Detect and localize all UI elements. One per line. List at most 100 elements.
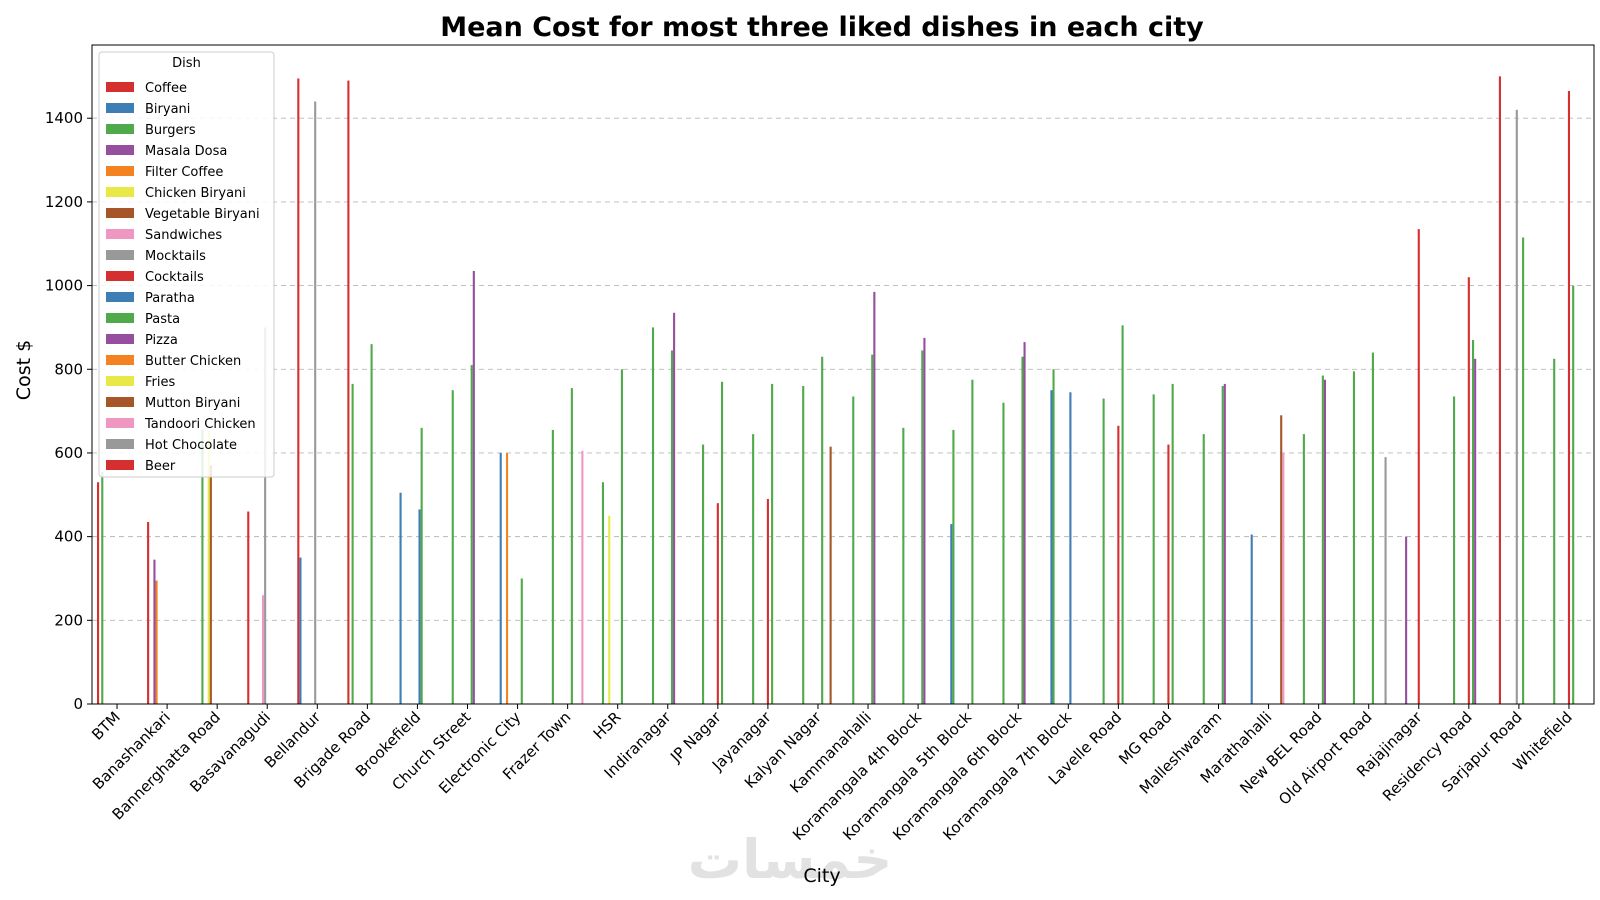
- bar: [608, 515, 611, 704]
- bar: [1223, 383, 1226, 704]
- y-tick-label: 1400: [45, 109, 83, 127]
- bar: [1522, 237, 1525, 704]
- bar: [153, 559, 156, 704]
- legend-swatch: [106, 229, 134, 239]
- legend-swatch: [106, 355, 134, 365]
- legend-swatch: [106, 376, 134, 386]
- bar: [1102, 398, 1105, 704]
- bar: [1472, 339, 1475, 704]
- bar: [601, 482, 604, 704]
- bar: [1467, 277, 1470, 704]
- legend-swatch: [106, 460, 134, 470]
- bar: [581, 450, 584, 704]
- bar: [902, 427, 905, 704]
- legend-label: Cocktails: [145, 270, 204, 285]
- bar: [716, 503, 719, 704]
- x-axis-label: City: [803, 865, 840, 887]
- legend-label: Coffee: [145, 81, 187, 96]
- legend-swatch: [106, 187, 134, 197]
- bar: [1121, 325, 1124, 704]
- legend-box: [98, 51, 275, 478]
- y-tick-label: 200: [54, 611, 83, 629]
- bar: [97, 482, 100, 704]
- y-tick-label: 0: [73, 695, 83, 713]
- bars: [97, 76, 1575, 705]
- bar: [702, 444, 705, 704]
- legend-swatch: [106, 166, 134, 176]
- bar: [499, 452, 502, 704]
- x-tick-label: BTM: [88, 708, 124, 744]
- x-tick-label: Old Airport Road: [1275, 708, 1375, 808]
- legend-label: Hot Chocolate: [145, 438, 237, 453]
- bar: [829, 446, 832, 704]
- legend-swatch: [106, 145, 134, 155]
- bar: [247, 511, 250, 704]
- bar: [1282, 452, 1285, 704]
- watermark: خمسات: [688, 828, 893, 891]
- bar: [1171, 383, 1174, 704]
- bar: [1069, 392, 1072, 704]
- bar: [261, 595, 265, 704]
- bar: [766, 498, 769, 704]
- bar: [1498, 76, 1501, 704]
- legend-label: Paratha: [145, 291, 195, 306]
- y-tick-label: 1000: [45, 277, 83, 295]
- plot-frame: [91, 44, 1595, 705]
- bar: [147, 521, 150, 704]
- y-tick-label: 600: [54, 444, 83, 462]
- x-tick-label: HSR: [590, 708, 625, 743]
- bar: [871, 354, 874, 704]
- bar: [1371, 352, 1374, 704]
- bar: [570, 388, 573, 704]
- bar: [201, 429, 204, 704]
- bar: [1052, 369, 1055, 704]
- bar: [418, 509, 421, 704]
- y-axis-label: Cost $: [13, 340, 35, 400]
- bar: [1352, 371, 1355, 704]
- bar: [399, 492, 402, 704]
- bar: [620, 369, 623, 704]
- bar: [1572, 285, 1575, 704]
- bar: [1553, 358, 1556, 704]
- y-tick-label: 400: [54, 528, 83, 546]
- bar: [470, 365, 473, 704]
- bar: [264, 327, 267, 704]
- bar: [802, 386, 805, 704]
- legend-label: Butter Chicken: [145, 354, 241, 369]
- bar: [1280, 415, 1283, 704]
- bar: [370, 344, 373, 704]
- bar: [921, 350, 924, 704]
- bar: [1152, 394, 1155, 704]
- bar: [971, 379, 974, 704]
- bar: [209, 465, 212, 704]
- bar: [852, 396, 855, 704]
- bar: [155, 580, 158, 704]
- bar: [821, 356, 824, 704]
- bar: [297, 78, 300, 705]
- legend-swatch: [106, 271, 134, 281]
- legend-swatch: [106, 418, 134, 428]
- y-tick-label: 1200: [45, 193, 83, 211]
- bar: [1167, 444, 1170, 704]
- bar: [1323, 379, 1327, 704]
- legend-label: Filter Coffee: [145, 165, 223, 180]
- legend: Dish Coffee Biryani Burgers Masala Dosa Filt…: [98, 51, 275, 478]
- bar: [1453, 396, 1456, 704]
- bar: [420, 427, 423, 704]
- bar: [505, 452, 509, 704]
- chart-title: Mean Cost for most three liked dishes in…: [440, 12, 1204, 43]
- legend-label: Pasta: [145, 312, 180, 327]
- x-tick-label: Residency Road: [1379, 708, 1476, 805]
- bar: [207, 429, 210, 704]
- legend-swatch: [106, 250, 134, 260]
- legend-label: Mocktails: [145, 249, 206, 264]
- legend-swatch: [106, 103, 134, 113]
- legend-label: Beer: [145, 459, 176, 474]
- bar: [299, 557, 302, 704]
- bar: [673, 312, 676, 704]
- bar: [1250, 534, 1253, 704]
- bar: [551, 429, 554, 704]
- bar: [752, 434, 755, 704]
- legend-label: Burgers: [145, 123, 196, 138]
